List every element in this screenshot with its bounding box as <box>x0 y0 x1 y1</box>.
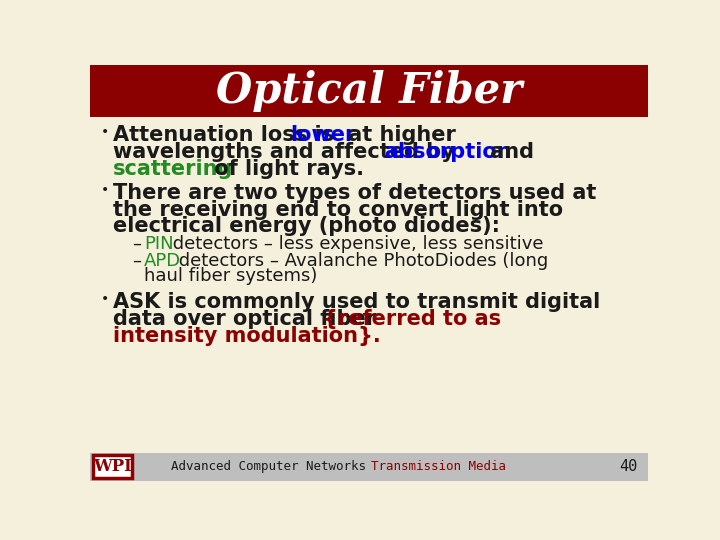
Text: Attenuation loss is: Attenuation loss is <box>113 125 341 145</box>
Text: scattering: scattering <box>113 159 233 179</box>
Text: –: – <box>132 252 148 270</box>
Text: intensity modulation}.: intensity modulation}. <box>113 326 381 346</box>
Text: {referred to as: {referred to as <box>323 309 501 329</box>
Text: Advanced Computer Networks: Advanced Computer Networks <box>171 460 366 473</box>
Text: detectors – less expensive, less sensitive: detectors – less expensive, less sensiti… <box>167 235 544 253</box>
Text: absorption: absorption <box>384 142 511 162</box>
Text: electrical energy (photo diodes):: electrical energy (photo diodes): <box>113 217 500 237</box>
Text: •: • <box>101 292 109 306</box>
Text: and: and <box>482 142 534 162</box>
Text: Optical Fiber: Optical Fiber <box>216 70 522 112</box>
Text: the receiving end to convert light into: the receiving end to convert light into <box>113 200 563 220</box>
Text: 40: 40 <box>619 459 638 474</box>
Bar <box>90 453 648 481</box>
Bar <box>90 65 648 117</box>
Text: APD: APD <box>144 252 181 270</box>
Text: of light rays.: of light rays. <box>207 159 364 179</box>
Text: •: • <box>101 183 109 197</box>
Text: at higher: at higher <box>341 125 456 145</box>
Text: detectors – Avalanche PhotoDiodes (long: detectors – Avalanche PhotoDiodes (long <box>173 252 548 270</box>
Text: There are two types of detectors used at: There are two types of detectors used at <box>113 183 597 202</box>
Text: lower: lower <box>290 125 356 145</box>
Text: •: • <box>101 125 109 139</box>
Text: data over optical fiber: data over optical fiber <box>113 309 384 329</box>
Text: haul fiber systems): haul fiber systems) <box>144 267 318 285</box>
Text: –: – <box>132 235 148 253</box>
Text: Transmission Media: Transmission Media <box>372 460 506 473</box>
Text: wavelengths and affected by: wavelengths and affected by <box>113 142 462 162</box>
Bar <box>93 455 132 478</box>
Text: PIN: PIN <box>144 235 174 253</box>
Text: ASK is commonly used to transmit digital: ASK is commonly used to transmit digital <box>113 292 600 312</box>
Text: WPI: WPI <box>93 458 132 475</box>
